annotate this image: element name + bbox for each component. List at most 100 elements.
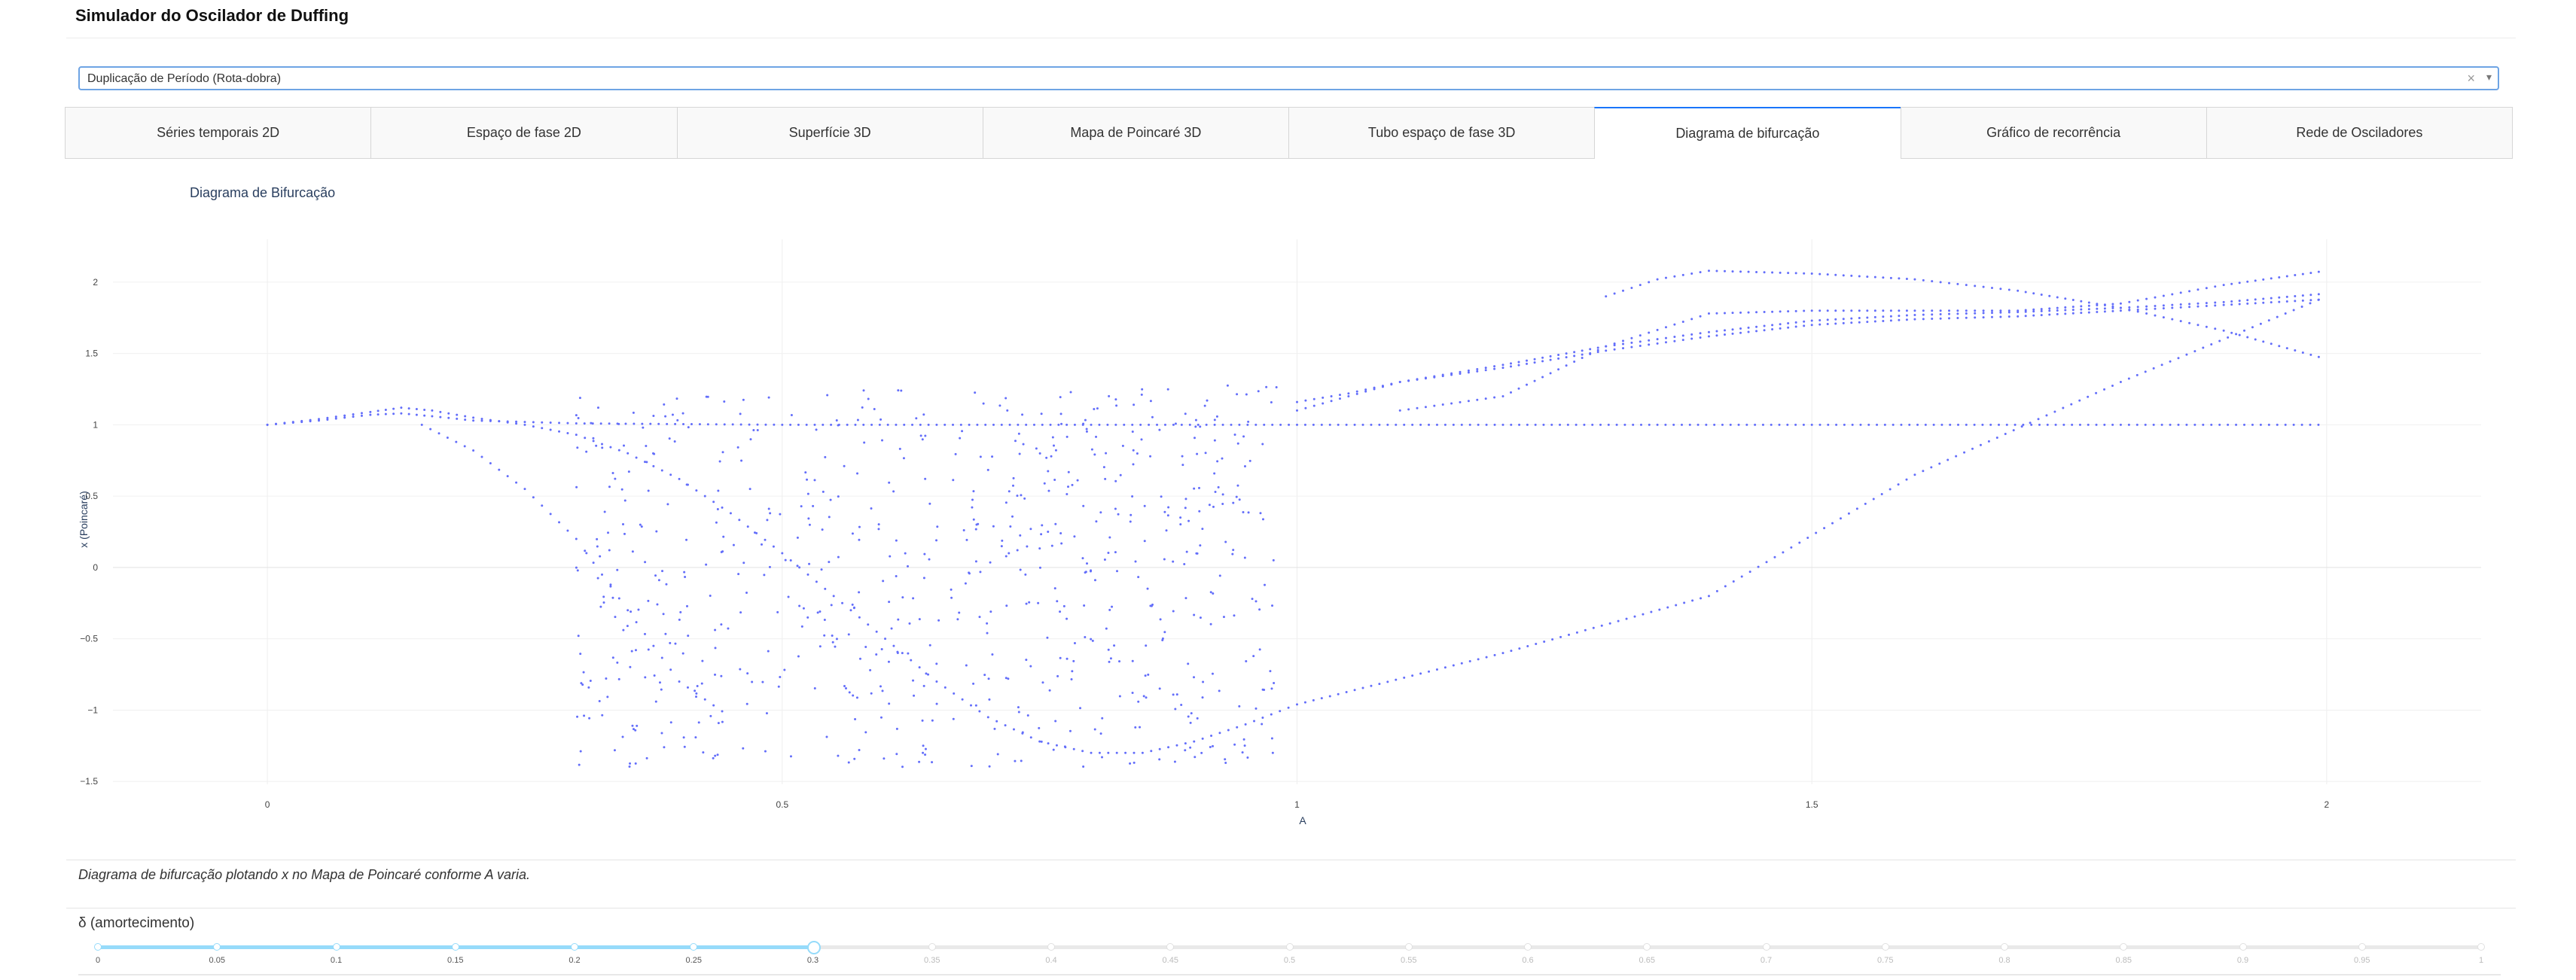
tab-rede-de-osciladores[interactable]: Rede de Osciladores — [2206, 107, 2513, 159]
data-point — [2222, 329, 2225, 332]
data-point — [992, 423, 995, 426]
tab-tubo-espaco-de-fase-3d[interactable]: Tubo espaço de fase 3D — [1288, 107, 1595, 159]
data-point — [1028, 601, 1031, 604]
data-point — [674, 642, 677, 645]
slider-tick-label: 0.65 — [1639, 956, 1655, 965]
data-point — [1533, 361, 1536, 364]
data-point — [626, 625, 629, 628]
data-point — [506, 421, 509, 424]
data-point — [991, 455, 994, 458]
tab-series-temporais-2d[interactable]: Séries temporais 2D — [65, 107, 371, 159]
data-point — [575, 566, 578, 569]
data-point — [1607, 423, 1610, 426]
data-point — [1322, 396, 1325, 399]
data-point — [1939, 313, 1942, 316]
data-point — [858, 657, 861, 660]
data-point — [686, 686, 689, 689]
tab-diagrama-de-bifurcacao[interactable]: Diagrama de bifurcação — [1594, 107, 1901, 159]
data-point — [1732, 580, 1735, 583]
data-point — [824, 455, 827, 458]
slider-mark — [2239, 943, 2247, 951]
data-point — [2301, 351, 2304, 354]
data-point — [2294, 274, 2297, 277]
data-point — [1083, 604, 1086, 607]
data-point — [1071, 670, 1074, 673]
data-point — [1114, 423, 1117, 426]
data-point — [681, 652, 684, 655]
data-point — [1050, 544, 1053, 547]
data-point — [1090, 751, 1093, 754]
data-point — [558, 521, 561, 524]
data-point — [1146, 587, 1149, 590]
data-point — [2154, 304, 2157, 307]
data-point — [1956, 309, 1959, 312]
data-point — [1715, 589, 1718, 592]
data-point — [1364, 390, 1367, 393]
data-point — [1098, 751, 1101, 754]
data-point — [1575, 631, 1578, 634]
data-point — [880, 648, 883, 651]
data-point — [843, 464, 846, 467]
data-point — [683, 571, 686, 574]
data-point — [2254, 302, 2257, 305]
data-point — [722, 535, 725, 538]
data-point — [1095, 520, 1098, 523]
data-point — [2071, 423, 2074, 426]
slider-mark — [690, 943, 698, 951]
data-point — [993, 727, 996, 730]
data-point — [1224, 761, 1227, 764]
data-point — [2179, 306, 2182, 309]
data-point — [606, 695, 609, 698]
data-point — [1974, 316, 1977, 319]
data-point — [1747, 326, 1750, 329]
chevron-down-icon[interactable]: ▾ — [2486, 71, 2492, 83]
data-point — [601, 714, 604, 717]
data-point — [1073, 642, 1076, 645]
data-point — [2169, 423, 2172, 426]
data-point — [1271, 604, 1274, 607]
data-point — [1142, 695, 1145, 698]
data-point — [887, 660, 890, 663]
damping-slider[interactable]: 0 0.05 0.1 0.15 0.2 0.25 0.3 0.35 0.4 0.45 0.5 0.55… — [94, 941, 2485, 965]
data-point — [1613, 292, 1616, 295]
tab-grafico-de-recorrencia[interactable]: Gráfico de recorrência — [1900, 107, 2206, 159]
data-point — [831, 641, 834, 644]
data-point — [2127, 423, 2130, 426]
tab-superficie-3d[interactable]: Superfície 3D — [676, 107, 983, 159]
data-point — [489, 418, 492, 422]
tab-mapa-de-poincare-3d[interactable]: Mapa de Poincaré 3D — [982, 107, 1288, 159]
data-point — [952, 423, 955, 426]
tab-espaco-de-fase-2d[interactable]: Espaço de fase 2D — [370, 107, 677, 159]
data-point — [1476, 370, 1479, 373]
data-point — [1913, 473, 1916, 476]
slider-handle[interactable] — [806, 941, 821, 954]
data-point — [617, 677, 620, 680]
data-point — [2196, 324, 2200, 327]
data-point — [662, 613, 665, 616]
data-point — [1798, 541, 1801, 544]
data-point — [1872, 498, 1875, 501]
data-point — [1922, 309, 1925, 312]
data-point — [1296, 409, 1298, 412]
data-point — [2119, 302, 2122, 305]
scenario-dropdown[interactable]: Duplicação de Período (Rota-dobra) × ▾ — [78, 66, 2499, 90]
clear-icon[interactable]: × — [2467, 71, 2475, 86]
data-point — [2196, 288, 2200, 291]
data-point — [2196, 302, 2200, 305]
data-point — [1038, 566, 1041, 569]
data-point — [1622, 342, 1625, 345]
data-point — [1355, 390, 1358, 393]
data-point — [647, 599, 650, 602]
data-point — [2154, 314, 2157, 317]
data-point — [1755, 325, 1758, 328]
data-point — [656, 603, 659, 606]
data-point — [1131, 659, 1134, 662]
data-point — [1723, 269, 1726, 272]
data-point — [2169, 360, 2172, 363]
data-point — [804, 471, 807, 474]
data-point — [2193, 350, 2196, 353]
data-point — [489, 462, 492, 465]
data-point — [924, 753, 927, 756]
slider-mark — [332, 943, 340, 951]
